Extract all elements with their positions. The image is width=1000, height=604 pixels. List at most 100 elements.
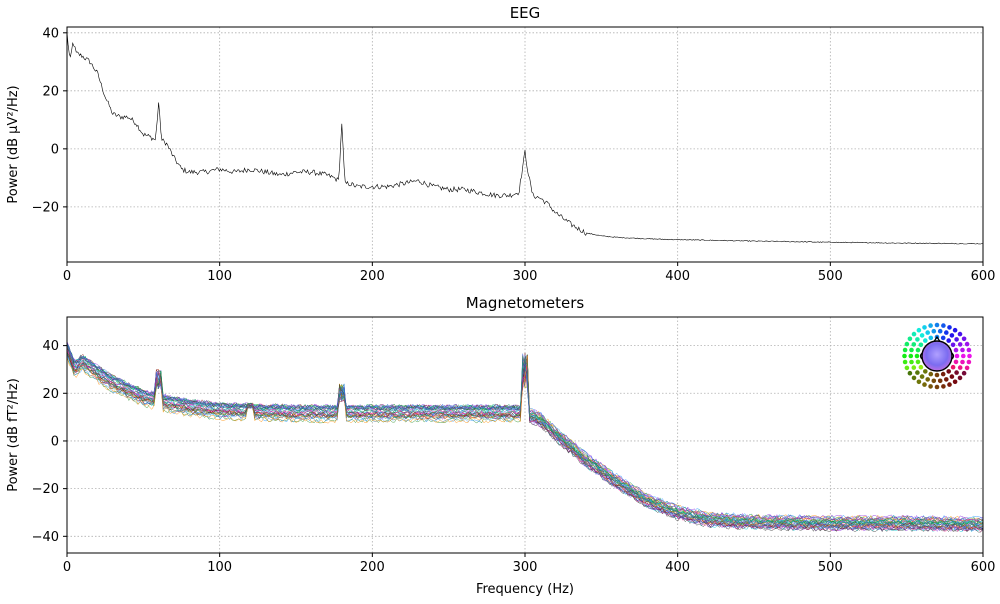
y-tick-label: 40 — [42, 339, 59, 354]
y-tick-label: −20 — [32, 482, 59, 497]
x-tick-label: 400 — [665, 560, 690, 575]
sensor-dot — [915, 347, 921, 353]
sensor-dot — [961, 353, 966, 359]
sensor-dot — [957, 331, 963, 337]
sensor-dot — [949, 333, 955, 338]
sensor-dot — [950, 342, 956, 348]
sensor-dot — [960, 347, 965, 353]
sensor-dot — [915, 337, 920, 342]
sensor-dot — [934, 372, 940, 378]
y-tick-label: 40 — [42, 26, 59, 41]
sensor-dot — [947, 325, 952, 330]
sensor-dot — [940, 371, 946, 377]
sensor-dot — [961, 370, 967, 376]
sensor-dot — [914, 353, 920, 359]
y-tick-label: 20 — [42, 387, 59, 402]
sensor-map-inset — [902, 322, 972, 390]
sensor-dot — [928, 335, 934, 341]
mag-ylabel: Power (dB fT²/Hz) — [6, 378, 21, 492]
sensor-dot — [911, 365, 917, 370]
mag-ticks: 0 100 200 300 400 500 600 −40 −20 0 20 40 — [32, 339, 996, 575]
sensor-dot — [909, 359, 914, 365]
sensor-dot — [919, 333, 925, 338]
sensor-dot — [937, 328, 943, 334]
sensor-dot — [957, 365, 963, 370]
sensor-dot — [928, 384, 933, 389]
sensor-dot — [946, 369, 951, 374]
sensor-dot — [919, 374, 925, 379]
x-tick-label: 100 — [207, 560, 232, 575]
sensor-dot — [941, 384, 946, 389]
sensor-dot — [954, 337, 959, 342]
x-tick-label: 200 — [360, 560, 385, 575]
sensor-dot — [944, 377, 949, 382]
sensor-dot — [928, 323, 933, 328]
sensor-dot — [916, 327, 922, 333]
mag-panel: Magnetometers 0 100 200 300 400 500 600−40−200… — [6, 294, 995, 597]
sensor-dot — [964, 341, 970, 347]
sensor-dot — [952, 327, 958, 333]
sensor-dot — [911, 375, 917, 381]
sensor-dot — [949, 374, 955, 379]
mag-series — [66, 341, 984, 533]
y-tick-label: −20 — [32, 200, 59, 215]
sensor-dot — [957, 375, 963, 381]
head-left-ear — [919, 352, 923, 360]
mag-title: Magnetometers — [466, 294, 585, 312]
head-outline — [921, 340, 953, 372]
x-tick-label: 600 — [971, 560, 996, 575]
y-tick-label: 20 — [42, 84, 59, 99]
sensor-dot — [961, 336, 967, 342]
sensor-dot — [908, 353, 914, 359]
x-tick-label: 100 — [207, 269, 232, 284]
x-tick-label: 400 — [665, 269, 690, 284]
sensor-dot — [902, 353, 907, 359]
sensor-dot — [902, 347, 908, 353]
sensor-dot — [953, 347, 959, 353]
x-tick-label: 0 — [63, 560, 71, 575]
x-tick-label: 500 — [818, 269, 843, 284]
sensor-dot — [934, 384, 940, 390]
sensor-dot — [966, 347, 972, 353]
sensor-dot — [928, 371, 934, 377]
x-tick-label: 0 — [63, 269, 71, 284]
sensor-dot — [918, 342, 924, 348]
sensor-dot — [954, 370, 959, 375]
sensor-dot — [909, 347, 914, 353]
sensor-dot — [916, 379, 922, 385]
sensor-dot — [944, 330, 949, 335]
eeg-psd-line — [66, 31, 984, 245]
sensor-dot — [911, 342, 917, 347]
mag-sensor-line — [66, 343, 984, 525]
x-tick-label: 500 — [818, 560, 843, 575]
sensor-dot — [915, 370, 920, 375]
mag-sensor-line — [66, 342, 983, 529]
eeg-grid — [66, 27, 984, 262]
sensor-dot — [960, 359, 965, 365]
sensor-dot — [911, 331, 917, 337]
eeg-title: EEG — [510, 4, 541, 22]
sensor-dot — [925, 377, 930, 382]
sensor-dot — [904, 341, 910, 347]
sensor-dot — [931, 328, 937, 334]
eeg-ylabel: Power (dB µV²/Hz) — [6, 85, 21, 203]
x-tick-label: 300 — [513, 269, 538, 284]
mag-sensor-line — [66, 351, 984, 528]
x-tick-label: 600 — [971, 269, 996, 284]
head-nose — [933, 335, 941, 342]
sensor-dot — [967, 353, 972, 359]
head-fill — [922, 341, 952, 371]
sensor-dot — [957, 342, 963, 347]
eeg-ticks: 0 100 200 300 400 500 600 −20 0 20 40 — [32, 26, 996, 284]
sensor-dot — [915, 359, 921, 365]
head-right-ear — [951, 352, 955, 360]
sensor-dot — [946, 338, 951, 343]
y-tick-label: 0 — [51, 434, 59, 449]
sensor-dot — [922, 325, 927, 330]
sensor-dot — [947, 382, 952, 387]
eeg-series — [66, 31, 984, 245]
sensor-dot — [907, 370, 913, 376]
sensor-dot — [931, 378, 937, 384]
sensor-dot — [964, 365, 970, 371]
